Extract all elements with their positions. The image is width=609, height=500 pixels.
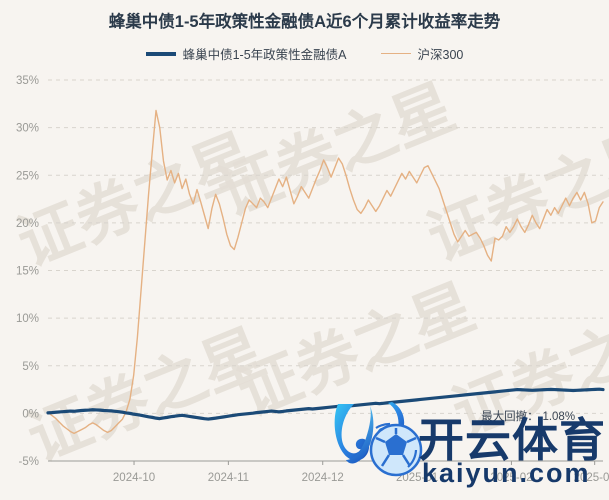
legend-label-primary: 蜂巢中债1-5年政策性金融债A <box>182 48 347 62</box>
y-axis-tick-label: 35% <box>16 75 39 87</box>
x-axis-tick-label: 2024-12 <box>302 472 344 484</box>
y-axis-tick-label: 5% <box>22 361 39 373</box>
y-axis-tick-label: 25% <box>16 170 39 182</box>
y-axis-tick-label: 15% <box>16 266 39 278</box>
y-axis-tick-label: 10% <box>16 313 39 325</box>
legend-item-secondary[interactable]: 沪深300 <box>380 44 464 63</box>
chart-title: 蜂巢中债1-5年政策性金融债A近6个月累计收益率走势 <box>108 13 501 31</box>
legend-label-secondary: 沪深300 <box>417 48 464 62</box>
y-axis-tick-label: -5% <box>19 456 39 468</box>
y-axis-tick-label: 30% <box>16 123 39 135</box>
x-axis-tick-label: 2024-10 <box>113 472 155 484</box>
series-line-primary <box>46 387 605 421</box>
legend-swatch-secondary <box>380 53 411 54</box>
legend-item-primary[interactable]: 蜂巢中债1-5年政策性金融债A <box>145 44 347 63</box>
x-axis-tick-label: 2024-11 <box>208 472 249 484</box>
x-axis-tick-label: 2025-03 <box>574 472 609 484</box>
y-axis-tick-label: 20% <box>16 218 39 230</box>
series-line-secondary <box>47 109 604 435</box>
max-drawdown-annotation: 最大回撤：-1.08% <box>481 410 576 423</box>
x-axis-tick-label: 2025-02 <box>490 472 532 484</box>
x-axis-tick-label: 2025-01 <box>396 472 438 484</box>
legend-swatch-primary <box>145 51 176 56</box>
chart-legend: 蜂巢中债1-5年政策性金融债A 沪深300 <box>0 44 609 63</box>
y-axis-tick-label: 0% <box>22 408 39 420</box>
